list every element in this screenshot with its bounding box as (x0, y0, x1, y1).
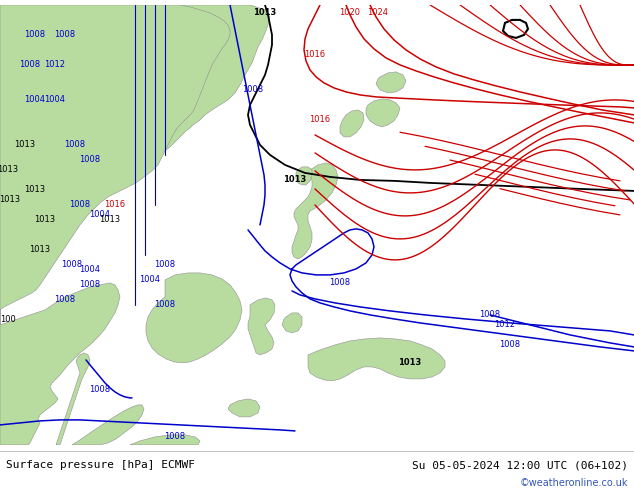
Text: 1008: 1008 (479, 310, 501, 319)
Text: 1008: 1008 (242, 85, 264, 95)
Text: 1004: 1004 (139, 275, 160, 284)
Text: 1013: 1013 (100, 216, 120, 224)
Text: 1016: 1016 (105, 200, 126, 209)
Text: 1008: 1008 (164, 432, 186, 441)
Polygon shape (56, 353, 90, 445)
Polygon shape (130, 435, 200, 445)
Text: 1013: 1013 (283, 175, 307, 184)
Text: 1013: 1013 (34, 216, 56, 224)
Polygon shape (296, 167, 312, 185)
Text: 1012: 1012 (495, 320, 515, 329)
Text: 1008: 1008 (55, 295, 75, 304)
Polygon shape (308, 338, 445, 381)
Text: 1024: 1024 (368, 8, 389, 18)
Text: 1004: 1004 (79, 266, 101, 274)
Text: 1008: 1008 (155, 260, 176, 270)
Text: 1004: 1004 (25, 96, 46, 104)
Text: 100: 100 (0, 316, 16, 324)
Polygon shape (340, 110, 364, 137)
Text: 1013: 1013 (0, 166, 18, 174)
Text: 1008: 1008 (65, 141, 86, 149)
Text: 1012: 1012 (44, 60, 65, 70)
Text: 1004: 1004 (89, 210, 110, 220)
Polygon shape (376, 72, 406, 93)
Text: 1008: 1008 (155, 300, 176, 309)
Text: 1013: 1013 (0, 196, 20, 204)
Polygon shape (366, 99, 400, 127)
Text: Surface pressure [hPa] ECMWF: Surface pressure [hPa] ECMWF (6, 460, 195, 470)
Polygon shape (282, 313, 302, 333)
Polygon shape (0, 5, 230, 445)
Text: 1013: 1013 (15, 141, 36, 149)
Polygon shape (0, 283, 120, 445)
Polygon shape (72, 405, 144, 445)
Text: 1013: 1013 (398, 358, 422, 368)
Text: 1016: 1016 (309, 116, 330, 124)
Text: 1020: 1020 (339, 8, 361, 18)
Text: 1004: 1004 (44, 96, 65, 104)
Text: 1008: 1008 (89, 386, 110, 394)
Polygon shape (292, 163, 338, 259)
Text: ©weatheronline.co.uk: ©weatheronline.co.uk (519, 478, 628, 488)
Text: 1008: 1008 (20, 60, 41, 70)
Text: 1013: 1013 (254, 8, 276, 18)
Text: 1016: 1016 (304, 50, 326, 59)
Polygon shape (248, 298, 275, 355)
Polygon shape (146, 273, 242, 363)
Text: 1008: 1008 (70, 200, 91, 209)
Text: 1008: 1008 (61, 260, 82, 270)
Text: 1013: 1013 (29, 245, 51, 254)
Text: 1008: 1008 (79, 280, 101, 290)
Polygon shape (0, 5, 270, 445)
Polygon shape (228, 399, 260, 417)
Text: 1008: 1008 (500, 341, 521, 349)
Text: 1008: 1008 (330, 278, 351, 288)
Text: 1008: 1008 (79, 155, 101, 165)
Text: Su 05-05-2024 12:00 UTC (06+102): Su 05-05-2024 12:00 UTC (06+102) (411, 460, 628, 470)
Text: 1013: 1013 (25, 185, 46, 195)
Text: 1008: 1008 (25, 30, 46, 39)
Text: 1008: 1008 (55, 30, 75, 39)
